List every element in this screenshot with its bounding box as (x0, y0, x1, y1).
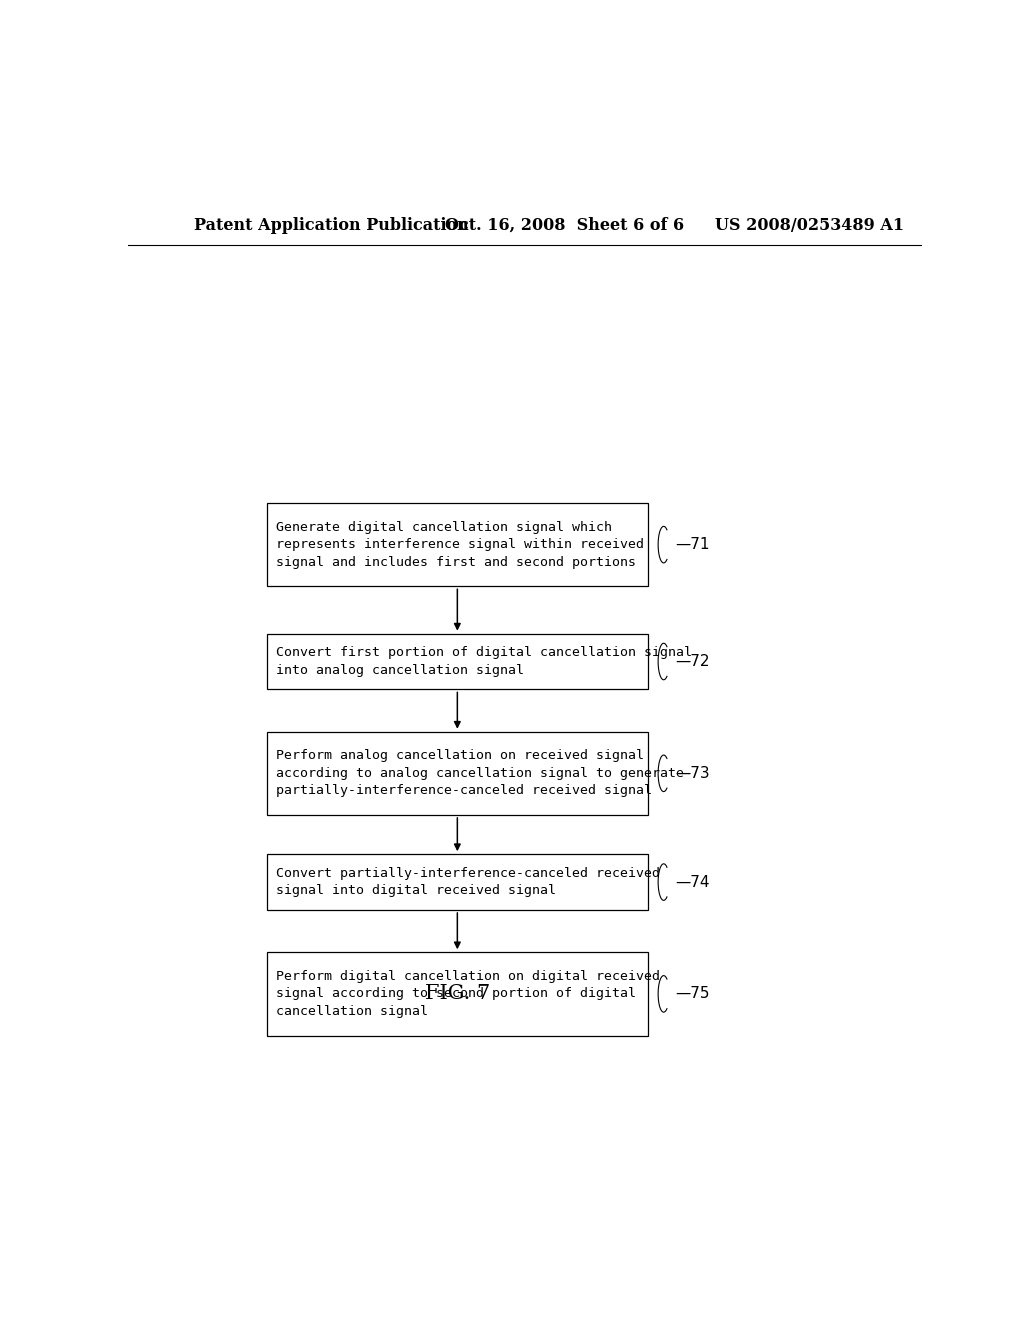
Text: —72: —72 (675, 653, 710, 669)
Text: —75: —75 (675, 986, 710, 1002)
Text: —71: —71 (675, 537, 710, 552)
Text: Perform digital cancellation on digital received
signal according to second port: Perform digital cancellation on digital … (276, 970, 660, 1018)
Text: FIG. 7: FIG. 7 (425, 985, 489, 1003)
Text: Perform analog cancellation on received signal
according to analog cancellation : Perform analog cancellation on received … (276, 750, 684, 797)
Text: Convert first portion of digital cancellation signal
into analog cancellation si: Convert first portion of digital cancell… (276, 647, 692, 677)
Bar (267, 952, 648, 1036)
Bar (267, 634, 648, 689)
Bar (267, 731, 648, 814)
Text: Patent Application Publication: Patent Application Publication (194, 216, 469, 234)
Text: US 2008/0253489 A1: US 2008/0253489 A1 (715, 216, 904, 234)
Text: Convert partially-interference-canceled received
signal into digital received si: Convert partially-interference-canceled … (276, 867, 660, 898)
Text: Generate digital cancellation signal which
represents interference signal within: Generate digital cancellation signal whi… (276, 520, 644, 569)
Text: —74: —74 (675, 875, 710, 890)
Bar (267, 854, 648, 909)
Text: —73: —73 (675, 766, 710, 781)
Text: Oct. 16, 2008  Sheet 6 of 6: Oct. 16, 2008 Sheet 6 of 6 (445, 216, 685, 234)
Bar (267, 503, 648, 586)
